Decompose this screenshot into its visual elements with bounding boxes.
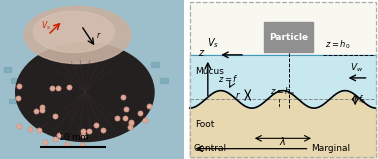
Text: $V_s$: $V_s$ xyxy=(40,20,51,32)
Point xyxy=(16,124,22,127)
Ellipse shape xyxy=(24,6,131,64)
Point xyxy=(122,107,129,110)
Text: $r$: $r$ xyxy=(96,30,101,40)
Point xyxy=(52,114,58,117)
Point xyxy=(129,122,135,124)
Point xyxy=(39,109,45,111)
Point xyxy=(42,140,48,143)
Text: $r$: $r$ xyxy=(235,90,241,100)
Point xyxy=(86,130,92,132)
Point xyxy=(26,128,33,130)
Text: Mucus: Mucus xyxy=(195,67,225,76)
Text: Central: Central xyxy=(194,144,227,153)
Point xyxy=(39,106,45,108)
Text: $z = h_0$: $z = h_0$ xyxy=(325,39,350,51)
Text: $\lambda$: $\lambda$ xyxy=(279,135,287,147)
Point xyxy=(128,121,134,124)
Point xyxy=(127,125,133,128)
Point xyxy=(53,138,59,141)
Point xyxy=(15,97,22,99)
Ellipse shape xyxy=(15,43,154,142)
Point xyxy=(114,117,120,120)
Text: 10 mm: 10 mm xyxy=(59,132,88,142)
Bar xyxy=(4,67,11,72)
Bar xyxy=(9,99,17,103)
Point xyxy=(93,124,99,126)
Text: Marginal: Marginal xyxy=(311,144,350,153)
Point xyxy=(137,111,143,114)
Point xyxy=(142,119,148,121)
Bar xyxy=(264,22,313,52)
Bar xyxy=(151,62,159,67)
Bar xyxy=(190,55,376,157)
Text: $z$: $z$ xyxy=(198,48,206,58)
Point xyxy=(80,133,86,136)
Text: $z = h_s$: $z = h_s$ xyxy=(270,86,294,98)
Point xyxy=(16,84,22,87)
Text: Particle: Particle xyxy=(269,33,308,42)
Point xyxy=(66,86,72,88)
Text: $f_0$: $f_0$ xyxy=(358,93,366,106)
Point xyxy=(119,95,125,98)
Bar xyxy=(11,78,19,83)
Point xyxy=(100,129,106,132)
Text: $z = f$: $z = f$ xyxy=(218,73,239,84)
Point xyxy=(49,87,55,90)
Point xyxy=(122,117,128,119)
Point xyxy=(80,130,86,132)
Point xyxy=(36,129,42,131)
Ellipse shape xyxy=(33,11,115,52)
Text: $V_s$: $V_s$ xyxy=(207,36,219,50)
Text: $V_w$: $V_w$ xyxy=(350,62,364,74)
Point xyxy=(79,144,85,146)
Point xyxy=(146,104,152,107)
Point xyxy=(55,87,61,89)
Text: Foot: Foot xyxy=(195,120,215,128)
Point xyxy=(64,143,70,145)
Bar xyxy=(190,2,376,55)
Point xyxy=(33,110,39,113)
Bar xyxy=(161,78,168,83)
Point xyxy=(56,134,62,136)
Bar xyxy=(190,107,376,157)
